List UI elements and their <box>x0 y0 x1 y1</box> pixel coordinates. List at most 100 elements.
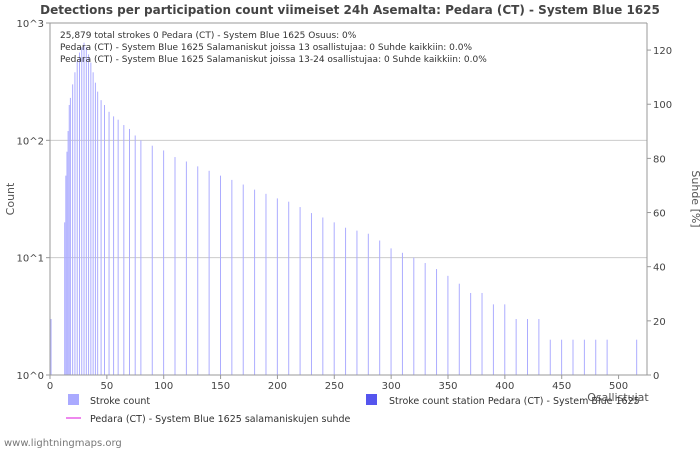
y-tick-right-label-0: 0 <box>653 371 659 382</box>
bar-31 <box>185 161 187 375</box>
bar-22 <box>113 116 115 376</box>
bar-48 <box>379 240 381 375</box>
bar-9 <box>76 61 78 376</box>
x-tick-label-3: 150 <box>211 381 230 392</box>
bar-68 <box>606 339 608 375</box>
x-tick-label-7: 350 <box>438 381 457 392</box>
bar-11 <box>81 47 83 375</box>
x-tick-label-6: 300 <box>382 381 401 392</box>
x-axis-label: Osallistujat <box>587 391 649 404</box>
x-tick-label-9: 450 <box>552 381 571 392</box>
bar-37 <box>254 189 256 375</box>
bar-15 <box>90 62 92 375</box>
y-tick-right-label-2: 40 <box>653 263 666 274</box>
info-line-1: 25,879 total strokes 0 Pedara (CT) - Sys… <box>60 31 357 41</box>
y-tick-right-label-3: 60 <box>653 209 666 220</box>
bar-42 <box>310 213 312 375</box>
bar-26 <box>134 135 136 375</box>
y-tick-right-label-5: 100 <box>653 100 672 111</box>
bar-55 <box>458 283 460 375</box>
bar-30 <box>174 157 176 375</box>
bar-61 <box>527 319 528 375</box>
bar-5 <box>68 105 70 375</box>
bar-3 <box>66 151 68 375</box>
x-tick-label-4: 200 <box>268 381 287 392</box>
bar-23 <box>117 119 119 375</box>
bar-64 <box>561 339 563 375</box>
bar-58 <box>492 304 494 375</box>
bar-43 <box>322 217 324 375</box>
bar-50 <box>401 252 403 375</box>
bar-49 <box>390 248 392 375</box>
bar-14 <box>88 54 90 375</box>
axis-frame <box>49 22 648 376</box>
y-tick-left-label-0: 10^0 <box>17 371 44 382</box>
bar-32 <box>197 166 199 375</box>
bar-57 <box>481 292 483 375</box>
bar-13 <box>85 47 87 375</box>
bar-4 <box>67 131 69 375</box>
y-tick-right-label-4: 80 <box>653 154 666 165</box>
bars <box>50 42 638 376</box>
bar-8 <box>74 72 76 375</box>
bar-36 <box>242 184 244 375</box>
legend: Stroke count Stroke count station Pedara… <box>66 394 640 425</box>
bar-1 <box>64 222 66 375</box>
y-tick-right-label-6: 120 <box>653 46 672 57</box>
bar-65 <box>572 339 574 375</box>
bar-71 <box>636 339 638 375</box>
bar-12 <box>83 42 85 376</box>
bar-46 <box>356 230 358 375</box>
bar-54 <box>447 275 449 375</box>
legend-label-ratio: Pedara (CT) - System Blue 1625 salamanis… <box>90 414 351 425</box>
bar-62 <box>538 319 540 375</box>
info-box: 25,879 total strokes 0 Pedara (CT) - Sys… <box>60 31 487 65</box>
bar-56 <box>470 292 472 375</box>
legend-swatch-stroke-count <box>68 394 79 405</box>
gridlines <box>50 139 647 259</box>
bar-6 <box>69 97 71 376</box>
bar-59 <box>504 304 506 375</box>
y-tick-left-label-3: 10^3 <box>17 19 44 30</box>
y-ticks-right: 0 20 40 60 80 100 120 <box>647 46 672 382</box>
legend-label-stroke-count: Stroke count <box>90 396 150 407</box>
bar-41 <box>299 207 301 375</box>
bar-33 <box>208 170 210 375</box>
y-ticks-left: 10^0 10^1 10^2 10^3 <box>17 19 50 382</box>
bar-44 <box>333 222 335 375</box>
bar-17 <box>94 82 96 375</box>
x-tick-label-0: 0 <box>47 381 53 392</box>
bar-7 <box>72 84 74 375</box>
bar-67 <box>595 339 597 375</box>
bar-63 <box>549 339 551 375</box>
bar-40 <box>288 201 290 375</box>
bar-39 <box>276 198 278 375</box>
bar-29 <box>163 150 165 375</box>
bar-18 <box>97 91 99 375</box>
bar-53 <box>436 269 438 375</box>
bar-66 <box>583 339 585 375</box>
bar-47 <box>367 233 369 375</box>
info-line-3: Pedara (CT) - System Blue 1625 Salamanis… <box>60 55 487 65</box>
bar-34 <box>220 175 221 375</box>
plot-area <box>50 23 647 375</box>
bar-60 <box>515 319 517 375</box>
info-line-2: Pedara (CT) - System Blue 1625 Salamanis… <box>60 43 472 53</box>
x-tick-label-5: 250 <box>325 381 344 392</box>
bar-25 <box>129 128 130 375</box>
bar-28 <box>151 145 153 375</box>
bar-2 <box>65 175 67 375</box>
y-tick-left-label-1: 10^1 <box>17 254 44 265</box>
x-tick-label-10: 500 <box>609 381 628 392</box>
x-tick-label-8: 400 <box>495 381 514 392</box>
bar-35 <box>231 179 233 375</box>
bar-10 <box>78 52 80 376</box>
bar-0 <box>50 319 52 375</box>
bar-24 <box>123 125 125 376</box>
bar-20 <box>104 105 105 375</box>
bar-38 <box>265 193 267 375</box>
x-tick-label-2: 100 <box>154 381 173 392</box>
legend-swatch-station-count <box>366 394 377 405</box>
chart-title: Detections per participation count viime… <box>40 3 660 17</box>
